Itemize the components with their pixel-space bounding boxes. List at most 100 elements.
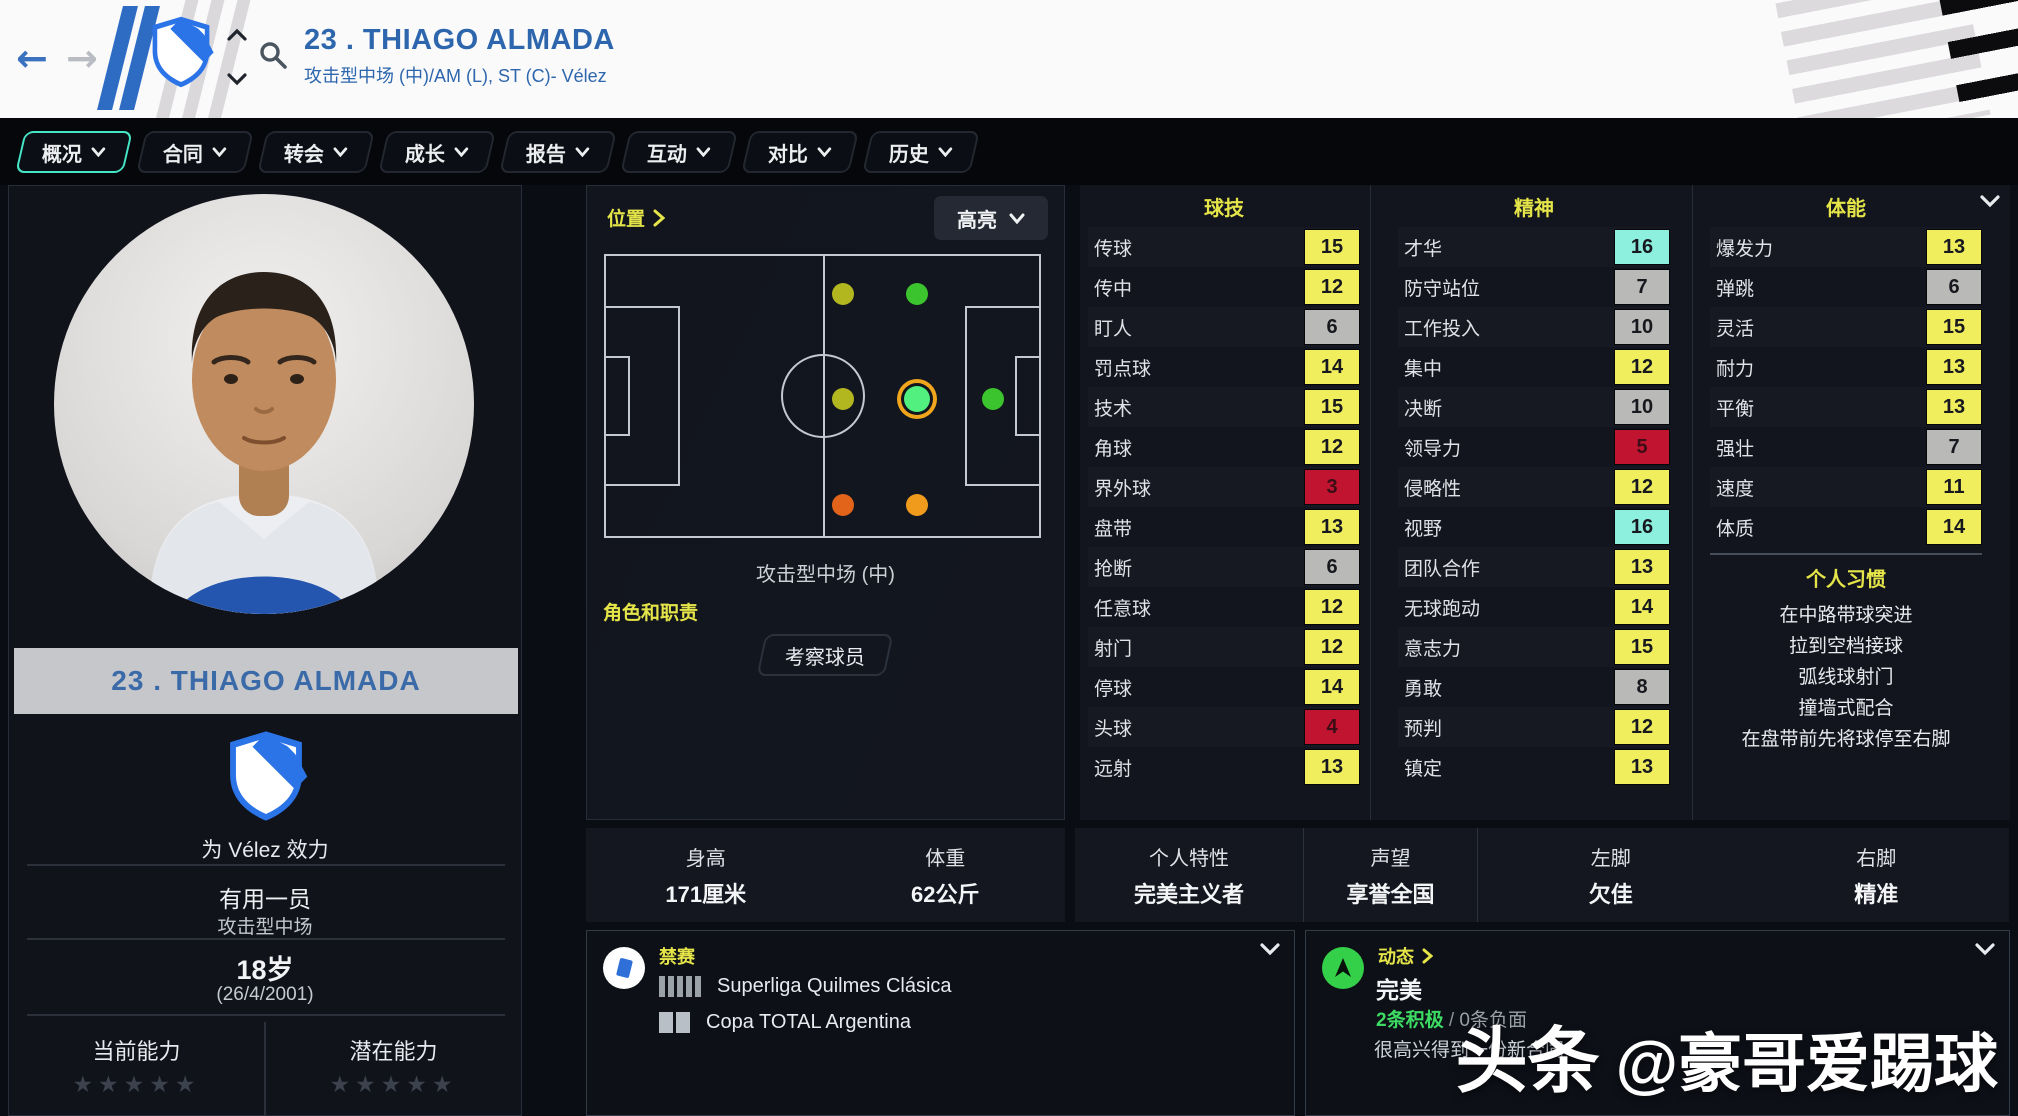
attribute-row[interactable]: 技术 15 [1088, 387, 1360, 427]
attribute-row[interactable]: 侵略性 12 [1398, 467, 1670, 507]
attribute-value: 6 [1304, 549, 1360, 585]
attribute-value: 12 [1304, 589, 1360, 625]
player-birthdate: (26/4/2001) [216, 984, 314, 1005]
traits-title: 个人习惯 [1806, 569, 1886, 591]
attribute-group-title: 球技 [1204, 197, 1244, 220]
tab-转会[interactable]: 转会 [257, 130, 375, 173]
scout-player-button[interactable]: 考察球员 [756, 634, 894, 676]
attribute-row[interactable]: 盘带 13 [1088, 507, 1360, 547]
position-dot-green[interactable] [982, 388, 1004, 410]
attribute-row[interactable]: 无球跑动 14 [1398, 587, 1670, 627]
suspensions-list: Superliga Quilmes Clásica Copa TOTAL Arge… [659, 975, 952, 1034]
position-dot-selected[interactable] [904, 386, 930, 412]
highlight-dropdown[interactable]: 高亮 [934, 196, 1048, 240]
dynamics-section-link[interactable]: 动态 [1378, 943, 1433, 969]
chevron-down-icon[interactable] [227, 73, 247, 86]
tab-成长[interactable]: 成长 [378, 130, 496, 173]
attribute-value: 15 [1614, 629, 1670, 665]
watermark-handle: @豪哥爱踢球 [1615, 1028, 1998, 1100]
attribute-row[interactable]: 团队合作 13 [1398, 547, 1670, 587]
attribute-row[interactable]: 传中 12 [1088, 267, 1360, 307]
search-icon[interactable] [258, 40, 288, 70]
attribute-row[interactable]: 领导力 5 [1398, 427, 1670, 467]
tab-报告[interactable]: 报告 [499, 130, 617, 173]
info-value: 62公斤 [911, 881, 980, 907]
attribute-label: 远射 [1094, 758, 1133, 780]
attribute-value: 12 [1304, 629, 1360, 665]
tab-label: 对比 [768, 143, 808, 165]
forward-button[interactable]: → [66, 36, 98, 80]
attribute-row[interactable]: 镇定 13 [1398, 747, 1670, 787]
card-icon [603, 947, 645, 989]
attribute-row[interactable]: 耐力 13 [1710, 347, 1982, 387]
attribute-row[interactable]: 传球 15 [1088, 227, 1360, 267]
watermark: 头条 @豪哥爱踢球 [1456, 1002, 1998, 1107]
attribute-row[interactable]: 集中 12 [1398, 347, 1670, 387]
attribute-row[interactable]: 平衡 13 [1710, 387, 1982, 427]
club-badge-icon[interactable] [148, 14, 214, 90]
attribute-row[interactable]: 防守站位 7 [1398, 267, 1670, 307]
attribute-row[interactable]: 速度 11 [1710, 467, 1982, 507]
position-dot-olive[interactable] [832, 388, 854, 410]
tab-inner: 历史 [889, 137, 953, 166]
position-pitch-map[interactable] [604, 254, 1041, 538]
attribute-row[interactable]: 弹跳 6 [1710, 267, 1982, 307]
position-section-link[interactable]: 位置 [607, 204, 666, 231]
attribute-row[interactable]: 界外球 3 [1088, 467, 1360, 507]
attribute-row[interactable]: 才华 16 [1398, 227, 1670, 267]
position-panel: 位置 高亮 攻击型中场 (中) 角色和职责 考察球员 [586, 185, 1065, 820]
collapse-panel-icon[interactable] [1260, 943, 1280, 956]
collapse-panel-icon[interactable] [1980, 195, 2000, 208]
info-cell-个人特性: 个人特性 完美主义者 [1075, 828, 1303, 922]
suspension-row[interactable]: Superliga Quilmes Clásica [659, 975, 952, 998]
attribute-label: 镇定 [1404, 758, 1443, 780]
position-dot-orange[interactable] [906, 494, 928, 516]
attribute-value: 7 [1614, 269, 1670, 305]
attribute-row[interactable]: 工作投入 10 [1398, 307, 1670, 347]
attribute-row[interactable]: 勇敢 8 [1398, 667, 1670, 707]
attribute-row[interactable]: 头球 4 [1088, 707, 1360, 747]
attribute-row[interactable]: 强壮 7 [1710, 427, 1982, 467]
back-button[interactable]: ← [16, 36, 48, 80]
attribute-row[interactable]: 爆发力 13 [1710, 227, 1982, 267]
tab-inner: 成长 [405, 137, 469, 166]
attribute-row[interactable]: 任意球 12 [1088, 587, 1360, 627]
attribute-row[interactable]: 罚点球 14 [1088, 347, 1360, 387]
club-switcher[interactable] [226, 28, 248, 86]
attribute-row[interactable]: 决断 10 [1398, 387, 1670, 427]
position-dot-green[interactable] [906, 283, 928, 305]
tab-概况[interactable]: 概况 [15, 130, 133, 173]
happiness-note: 很高兴得到一份新合同 [1374, 1040, 1565, 1061]
attribute-value: 15 [1926, 309, 1982, 345]
attribute-row[interactable]: 盯人 6 [1088, 307, 1360, 347]
tab-历史[interactable]: 历史 [862, 130, 980, 173]
attribute-row[interactable]: 射门 12 [1088, 627, 1360, 667]
attribute-group-title: 精神 [1514, 197, 1554, 220]
attribute-row[interactable]: 视野 16 [1398, 507, 1670, 547]
playing-for-club: 为 Vélez 效力 [201, 839, 329, 862]
suspension-row[interactable]: Copa TOTAL Argentina [659, 1011, 952, 1034]
potential-ability-label: 潜在能力 [349, 1039, 438, 1064]
attribute-row[interactable]: 抢断 6 [1088, 547, 1360, 587]
attribute-row[interactable]: 体质 14 [1710, 507, 1982, 547]
attribute-row[interactable]: 预判 12 [1398, 707, 1670, 747]
tab-对比[interactable]: 对比 [741, 130, 859, 173]
tab-互动[interactable]: 互动 [620, 130, 738, 173]
info-segment: 左脚 欠佳 右脚 精准 [1477, 828, 2009, 922]
attribute-row[interactable]: 灵活 15 [1710, 307, 1982, 347]
attribute-row[interactable]: 远射 13 [1088, 747, 1360, 787]
attribute-row[interactable]: 停球 14 [1088, 667, 1360, 707]
positive-count: 2条积极 [1376, 1010, 1444, 1031]
position-dot-darkorange[interactable] [832, 494, 854, 516]
attribute-row[interactable]: 角球 12 [1088, 427, 1360, 467]
collapse-panel-icon[interactable] [1975, 943, 1995, 956]
attribute-label: 任意球 [1094, 598, 1152, 620]
attribute-value: 7 [1926, 429, 1982, 465]
attribute-row[interactable]: 意志力 15 [1398, 627, 1670, 667]
chevron-up-icon[interactable] [227, 28, 247, 41]
tab-合同[interactable]: 合同 [136, 130, 254, 173]
chevron-down-icon [575, 143, 590, 161]
attribute-label: 传球 [1094, 238, 1133, 260]
position-dot-olive[interactable] [832, 283, 854, 305]
selected-position-text: 攻击型中场 (中) [756, 564, 895, 586]
